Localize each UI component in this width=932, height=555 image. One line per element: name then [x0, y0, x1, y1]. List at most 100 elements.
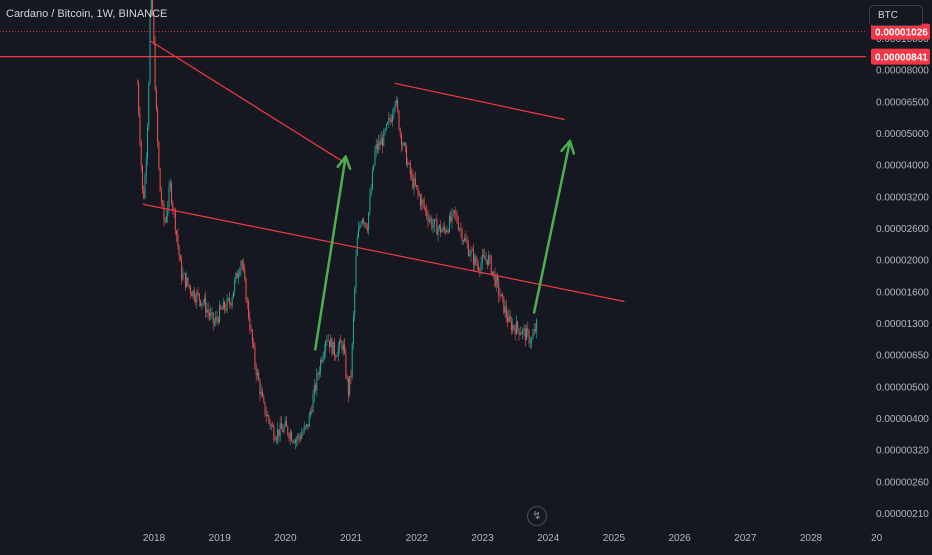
- candle-body: [154, 42, 156, 90]
- candle-body: [186, 277, 188, 287]
- candle-body: [172, 203, 174, 210]
- candle-body: [312, 395, 314, 413]
- candle-body: [407, 162, 409, 166]
- candle-body: [428, 219, 430, 222]
- candle-body: [153, 15, 155, 43]
- candle-body: [226, 298, 228, 311]
- candle-body: [140, 141, 142, 166]
- candle-body: [450, 215, 452, 222]
- candle-body: [224, 301, 226, 310]
- candle-body: [335, 356, 337, 358]
- candle-body: [315, 385, 317, 390]
- candle-body: [179, 256, 181, 261]
- candle-body: [169, 183, 171, 188]
- candle-body: [355, 255, 357, 289]
- candle-body: [519, 333, 521, 335]
- candle-body: [332, 341, 334, 355]
- candle-body: [432, 225, 434, 228]
- candle-body: [345, 353, 347, 377]
- candle-body: [452, 210, 454, 212]
- candle-body: [164, 220, 166, 222]
- y-tick-label: 0.00001300: [876, 319, 929, 330]
- candle-body: [325, 341, 327, 352]
- candle-body: [250, 329, 252, 331]
- candle-body: [275, 438, 277, 441]
- candle-body: [417, 187, 419, 193]
- candle-body: [201, 303, 203, 306]
- candle-body: [327, 340, 329, 342]
- candle-body: [489, 255, 491, 257]
- y-tick-label: 0.00000320: [876, 446, 929, 457]
- trendline[interactable]: [150, 40, 346, 164]
- candle-body: [182, 273, 184, 280]
- candle-body: [533, 329, 535, 335]
- candle-body: [483, 255, 485, 257]
- candle-body: [466, 241, 468, 245]
- x-tick-label: 2021: [340, 533, 363, 544]
- candle-body: [470, 250, 472, 255]
- x-tick-label: 2022: [406, 533, 429, 544]
- candle-body: [437, 228, 439, 235]
- trendline[interactable]: [394, 82, 565, 121]
- y-tick-label: 0.00003200: [876, 192, 929, 203]
- candle-body: [138, 83, 140, 114]
- candle-body: [231, 297, 233, 306]
- candle-body: [524, 328, 526, 341]
- candle-body: [455, 212, 457, 214]
- candle-body: [302, 432, 304, 435]
- x-tick-label: 20: [871, 533, 883, 544]
- candle-body: [264, 401, 266, 415]
- candle-body: [359, 226, 361, 229]
- y-tick-label: 0.00002000: [876, 256, 929, 267]
- level-price-tag: [871, 48, 930, 65]
- candle-body: [399, 129, 401, 135]
- x-tick-label: 2024: [537, 533, 560, 544]
- candle-body: [157, 109, 159, 142]
- candle-body: [253, 342, 255, 347]
- candle-body: [422, 199, 424, 203]
- candle-body: [507, 316, 509, 322]
- candle-body: [270, 425, 272, 426]
- candle-body: [245, 278, 247, 302]
- candle-body: [176, 230, 178, 235]
- candle-body: [340, 340, 342, 344]
- trendline[interactable]: [142, 203, 625, 303]
- candle-body: [400, 134, 402, 146]
- candle-body: [174, 210, 176, 231]
- candle-body: [162, 201, 164, 204]
- candle-body: [198, 293, 200, 301]
- y-tick-label: 0.00001600: [876, 287, 929, 298]
- candle-body: [267, 415, 269, 417]
- candle-body: [163, 203, 165, 221]
- arrow-shaft[interactable]: [314, 155, 347, 351]
- candle-body: [402, 145, 404, 146]
- candle-body: [147, 126, 149, 159]
- candle-body: [438, 224, 440, 229]
- candle-body: [447, 230, 449, 232]
- candle-body: [177, 234, 179, 246]
- candle-body: [347, 378, 349, 396]
- candle-body: [379, 141, 381, 145]
- candle-body: [207, 309, 209, 313]
- candle-body: [284, 421, 286, 427]
- candle-body: [397, 100, 399, 111]
- arrow-shaft[interactable]: [532, 139, 572, 314]
- candle-body: [188, 284, 190, 287]
- candle-body: [215, 317, 217, 323]
- candle-body: [515, 321, 517, 335]
- candle-body: [504, 306, 506, 313]
- candle-body: [349, 375, 351, 396]
- candle-body: [398, 110, 400, 130]
- drawing-layer[interactable]: [142, 40, 625, 351]
- candle-body: [514, 328, 516, 335]
- candle-body: [461, 229, 463, 241]
- candle-body: [334, 341, 336, 357]
- candle-body: [522, 328, 524, 334]
- candle-body: [363, 219, 365, 223]
- candle-body: [518, 328, 520, 335]
- candle-body: [479, 269, 481, 271]
- currency-selector-button[interactable]: BTC: [869, 5, 923, 26]
- candle-body: [236, 272, 238, 279]
